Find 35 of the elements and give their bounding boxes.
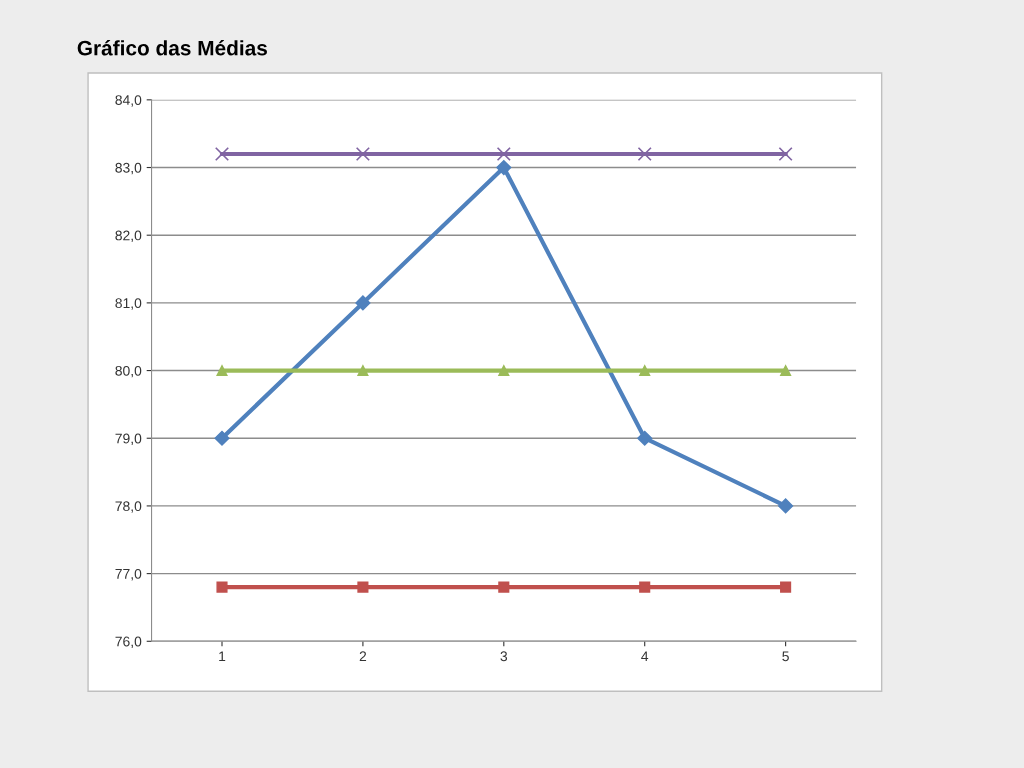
- point: [496, 159, 512, 176]
- chart-title: Gráfico das Médias: [77, 40, 267, 56]
- x-tick-label: 4: [641, 651, 649, 662]
- x-tick-label: 1: [219, 651, 226, 662]
- y-tick-label: 81,0: [115, 298, 142, 310]
- point: [355, 295, 371, 311]
- point: [780, 581, 792, 593]
- point: [498, 365, 510, 377]
- x-tick-label: 5: [782, 651, 789, 662]
- point: [214, 430, 230, 446]
- point: [216, 581, 228, 593]
- x-tick-label: 2: [359, 651, 367, 662]
- point: [498, 581, 510, 593]
- point: [780, 365, 792, 377]
- point: [637, 146, 652, 162]
- point: [214, 146, 230, 162]
- point: [778, 146, 793, 162]
- y-tick-label: 76,0: [115, 636, 142, 649]
- point: [357, 365, 369, 377]
- point: [639, 365, 651, 377]
- y-tick-label: 78,0: [115, 501, 142, 513]
- y-tick-label: 82,0: [115, 230, 142, 243]
- point: [216, 365, 228, 377]
- y-tick-label: 83,0: [115, 162, 142, 175]
- y-tick-label: 84,0: [115, 95, 142, 107]
- point: [778, 498, 794, 514]
- y-tick-label: 77,0: [115, 568, 142, 581]
- y-tick-label: 80,0: [115, 365, 142, 378]
- point: [355, 146, 370, 162]
- point: [637, 430, 653, 446]
- point: [496, 146, 511, 162]
- point: [639, 581, 651, 593]
- x-tick-label: 3: [500, 651, 508, 662]
- y-tick-label: 79,0: [115, 433, 142, 446]
- point: [357, 581, 369, 593]
